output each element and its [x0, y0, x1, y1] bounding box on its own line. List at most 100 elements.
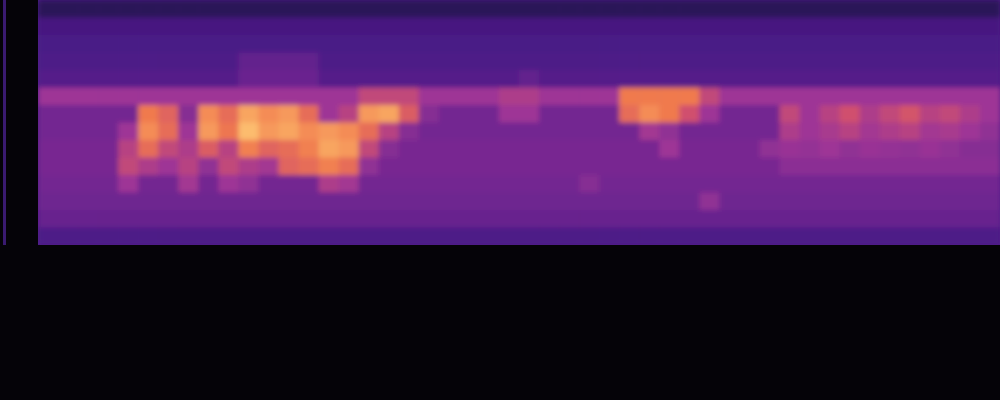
cell: [980, 140, 1000, 158]
cell: [58, 105, 79, 123]
cell: [319, 70, 340, 88]
cell: [399, 193, 420, 211]
cell: [138, 193, 159, 211]
cell: [659, 228, 680, 246]
cell: [399, 228, 420, 246]
cell: [158, 175, 179, 193]
cell: [279, 53, 300, 71]
cell: [439, 140, 460, 158]
cell: [178, 175, 199, 193]
cell: [218, 140, 239, 158]
cell: [579, 88, 600, 106]
cell: [58, 175, 79, 193]
cell: [900, 18, 921, 36]
cell: [760, 140, 781, 158]
cell: [820, 35, 841, 53]
cell: [760, 210, 781, 228]
cell: [38, 193, 59, 211]
cell: [719, 18, 740, 36]
cell: [800, 140, 821, 158]
cell: [699, 175, 720, 193]
cell: [599, 210, 620, 228]
cell: [479, 193, 500, 211]
cell: [599, 53, 620, 71]
cell: [880, 18, 901, 36]
cell: [679, 228, 700, 246]
cell: [539, 193, 560, 211]
cell: [138, 88, 159, 106]
cell: [138, 105, 159, 123]
cell: [619, 88, 640, 106]
cell: [98, 158, 119, 176]
cell: [539, 210, 560, 228]
cell: [379, 210, 400, 228]
cell: [739, 35, 760, 53]
cell: [780, 210, 801, 228]
cell: [439, 210, 460, 228]
cell: [359, 70, 380, 88]
cell: [118, 123, 139, 141]
cell: [960, 18, 981, 36]
cell: [559, 140, 580, 158]
cell: [339, 88, 360, 106]
cell: [980, 228, 1000, 246]
cell: [579, 105, 600, 123]
cell: [880, 0, 901, 18]
cell: [379, 53, 400, 71]
cell: [900, 175, 921, 193]
cell: [279, 123, 300, 141]
cell: [118, 140, 139, 158]
cell: [299, 35, 320, 53]
cell: [359, 193, 380, 211]
cell: [699, 210, 720, 228]
cell: [940, 35, 961, 53]
cell: [479, 18, 500, 36]
cell: [439, 175, 460, 193]
edge-strip: [3, 0, 6, 245]
cell: [178, 140, 199, 158]
cell: [499, 105, 520, 123]
cell: [238, 70, 259, 88]
cell: [780, 123, 801, 141]
cell: [519, 35, 540, 53]
cell: [880, 158, 901, 176]
cell: [980, 158, 1000, 176]
cell: [118, 228, 139, 246]
cell: [679, 193, 700, 211]
cell: [258, 35, 279, 53]
cell: [960, 193, 981, 211]
spectrogram: [0, 0, 1000, 400]
cell: [118, 0, 139, 18]
cell: [780, 193, 801, 211]
cell: [539, 175, 560, 193]
cell: [980, 105, 1000, 123]
cell: [659, 158, 680, 176]
cell: [419, 35, 440, 53]
cell: [679, 18, 700, 36]
cell: [880, 70, 901, 88]
cell: [619, 140, 640, 158]
cell: [359, 35, 380, 53]
cell: [258, 105, 279, 123]
cell: [479, 70, 500, 88]
cell: [960, 175, 981, 193]
cell: [920, 123, 941, 141]
cell: [218, 210, 239, 228]
cell: [699, 140, 720, 158]
cell: [158, 140, 179, 158]
cell: [900, 193, 921, 211]
cell: [138, 175, 159, 193]
cell: [619, 175, 640, 193]
cell: [158, 70, 179, 88]
cell: [138, 228, 159, 246]
cell: [599, 105, 620, 123]
cell: [198, 175, 219, 193]
cell: [639, 140, 660, 158]
cell: [679, 53, 700, 71]
cell: [559, 210, 580, 228]
cell: [479, 35, 500, 53]
cell: [880, 193, 901, 211]
cell: [880, 53, 901, 71]
cell: [419, 228, 440, 246]
cell: [158, 193, 179, 211]
